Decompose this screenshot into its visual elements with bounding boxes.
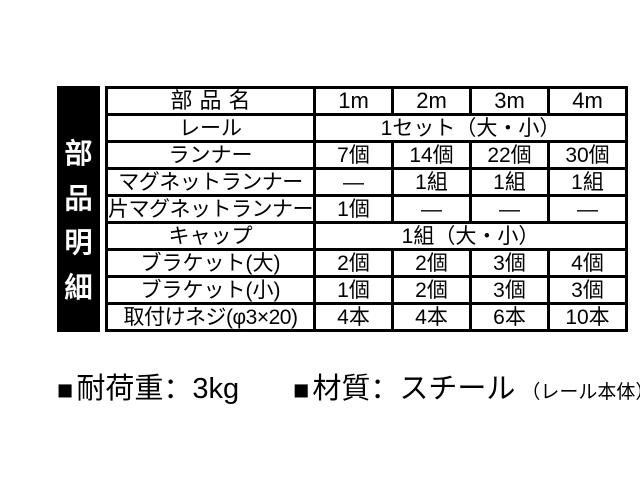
value-cell: ― (547, 194, 628, 225)
header-cell-1m: 1m (313, 85, 394, 117)
part-name-cell: 取付けネジ(φ3×20) (105, 302, 316, 333)
table-row-bracket-large: ブラケット(大) 2個 2個 3個 4個 (105, 248, 628, 279)
part-name-cell: レール (105, 113, 316, 144)
footer-notes: ■ 耐荷重：3kg ■ 材質：スチール （レール本体） (57, 371, 640, 407)
side-label-char: 品 (64, 182, 93, 214)
material-note: ■ 材質：スチール （レール本体） (293, 371, 640, 407)
header-cell-2m: 2m (391, 85, 472, 117)
table-header-row: 部品名 1m 2m 3m 4m (105, 85, 628, 117)
parts-table: 部品名 1m 2m 3m 4m レール 1セット（大・小） ランナー 7個 14… (105, 85, 628, 333)
merged-value-cell: 1組（大・小） (313, 221, 628, 252)
value-cell: 10本 (547, 302, 628, 333)
part-name-cell: 片マグネットランナー (105, 194, 316, 225)
value-cell: 1組 (469, 167, 550, 198)
value-cell: ― (313, 167, 394, 198)
value-cell: 22個 (469, 140, 550, 171)
table-row-runner: ランナー 7個 14個 22個 30個 (105, 140, 628, 171)
value-cell: 7個 (313, 140, 394, 171)
part-name-cell: キャップ (105, 221, 316, 252)
header-cell-4m: 4m (547, 85, 628, 117)
value-cell: 2個 (391, 275, 472, 306)
part-name-cell: ブラケット(大) (105, 248, 316, 279)
value-cell: ― (469, 194, 550, 225)
table-row-rail: レール 1セット（大・小） (105, 113, 628, 144)
value-cell: 4本 (313, 302, 394, 333)
load-capacity-note: ■ 耐荷重：3kg (57, 371, 239, 407)
value-cell: 30個 (547, 140, 628, 171)
value-cell: ― (391, 194, 472, 225)
value-cell: 1組 (547, 167, 628, 198)
parts-table-block: 部 品 明 細 部品名 1m 2m 3m 4m レール 1セット（大・小） ラン (57, 85, 628, 333)
material-label: 材質：スチール (312, 373, 516, 405)
value-cell: 2個 (391, 248, 472, 279)
value-cell: 4個 (547, 248, 628, 279)
value-cell: 2個 (313, 248, 394, 279)
side-label-char: 明 (64, 227, 93, 259)
black-square-icon: ■ (57, 374, 74, 405)
header-cell-3m: 3m (469, 85, 550, 117)
value-cell: 1組 (391, 167, 472, 198)
part-name-cell: ランナー (105, 140, 316, 171)
value-cell: 3個 (469, 275, 550, 306)
value-cell: 3個 (547, 275, 628, 306)
merged-value-cell: 1セット（大・小） (313, 113, 628, 144)
part-name-cell: マグネットランナー (105, 167, 316, 198)
table-row-magnet-runner: マグネットランナー ― 1組 1組 1組 (105, 167, 628, 198)
table-row-mounting-screw: 取付けネジ(φ3×20) 4本 4本 6本 10本 (105, 302, 628, 333)
value-cell: 1個 (313, 275, 394, 306)
black-square-icon: ■ (293, 374, 310, 405)
value-cell: 1個 (313, 194, 394, 225)
header-cell-part-name: 部品名 (105, 85, 316, 117)
table-row-bracket-small: ブラケット(小) 1個 2個 3個 3個 (105, 275, 628, 306)
part-name-cell: ブラケット(小) (105, 275, 316, 306)
side-label-char: 部 (64, 138, 93, 170)
value-cell: 6本 (469, 302, 550, 333)
value-cell: 14個 (391, 140, 472, 171)
value-cell: 4本 (391, 302, 472, 333)
side-label-char: 細 (64, 271, 93, 303)
load-capacity-label: 耐荷重：3kg (76, 373, 240, 405)
table-side-label: 部 品 明 細 (57, 86, 100, 333)
material-sub-note: （レール本体） (521, 382, 640, 403)
table-row-single-magnet-runner: 片マグネットランナー 1個 ― ― ― (105, 194, 628, 225)
value-cell: 3個 (469, 248, 550, 279)
table-row-cap: キャップ 1組（大・小） (105, 221, 628, 252)
